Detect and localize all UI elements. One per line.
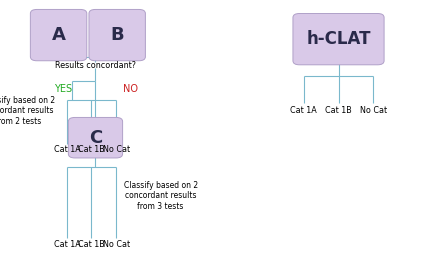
Text: Cat 1A: Cat 1A xyxy=(290,106,317,115)
FancyBboxPatch shape xyxy=(293,14,384,65)
Text: A: A xyxy=(52,26,66,44)
FancyBboxPatch shape xyxy=(89,9,145,61)
Text: Cat 1B: Cat 1B xyxy=(325,106,352,115)
Text: Results concordant?: Results concordant? xyxy=(55,61,136,70)
Text: No Cat: No Cat xyxy=(360,106,387,115)
FancyBboxPatch shape xyxy=(30,9,87,61)
FancyBboxPatch shape xyxy=(68,117,122,158)
Text: Cat 1A: Cat 1A xyxy=(54,240,81,249)
Text: Cat 1B: Cat 1B xyxy=(78,145,105,154)
Text: No Cat: No Cat xyxy=(103,145,130,154)
Text: Cat 1A: Cat 1A xyxy=(54,145,81,154)
Text: Classify based on 2
concordant results
from 2 tests: Classify based on 2 concordant results f… xyxy=(0,96,55,126)
Text: C: C xyxy=(89,129,102,147)
Text: Cat 1B: Cat 1B xyxy=(78,240,105,249)
Text: No Cat: No Cat xyxy=(103,240,130,249)
Text: h-CLAT: h-CLAT xyxy=(306,30,371,48)
Text: Classify based on 2
concordant results
from 3 tests: Classify based on 2 concordant results f… xyxy=(124,181,197,211)
Text: NO: NO xyxy=(123,84,138,94)
Text: B: B xyxy=(110,26,124,44)
Text: YES: YES xyxy=(54,84,72,94)
